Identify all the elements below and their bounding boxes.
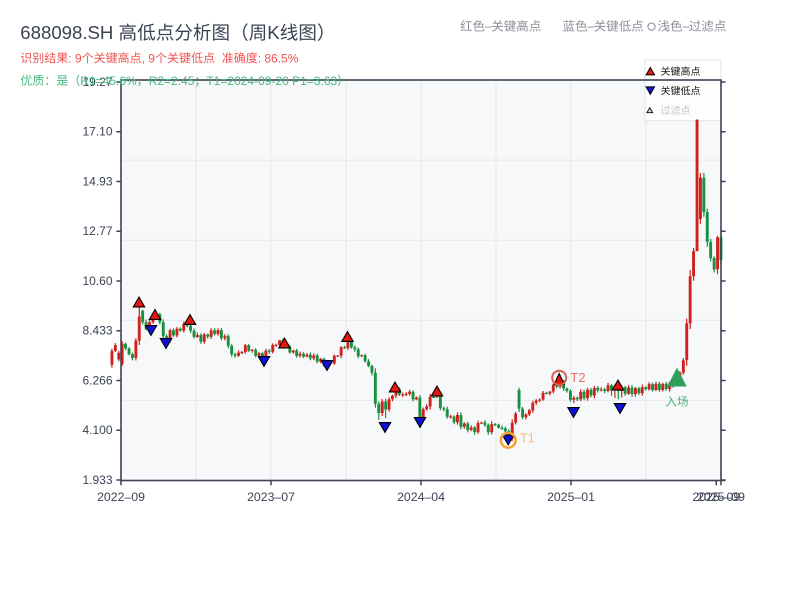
svg-text:R1=45.6%: R1=45.6% — [80, 74, 137, 88]
svg-text:R2=2.45: R2=2.45 — [149, 74, 195, 88]
svg-text:8.433: 8.433 — [82, 324, 112, 338]
svg-text:19.27: 19.27 — [82, 75, 112, 89]
svg-text:4.100: 4.100 — [82, 423, 112, 437]
svg-text:2025–01: 2025–01 — [547, 490, 595, 504]
svg-text:2025–09: 2025–09 — [697, 490, 745, 504]
svg-text:T1=2024-09-20 P1=3.63: T1=2024-09-20 P1=3.63 — [206, 74, 337, 88]
svg-text:1.933: 1.933 — [82, 473, 112, 487]
svg-text:–: – — [588, 20, 595, 34]
svg-text:10.60: 10.60 — [82, 274, 112, 288]
svg-text:2023–07: 2023–07 — [247, 490, 295, 504]
svg-text:–: – — [683, 20, 690, 34]
svg-text:T2: T2 — [570, 370, 585, 385]
svg-text:K: K — [267, 22, 280, 43]
svg-text:6.266: 6.266 — [82, 373, 112, 387]
svg-text:–: – — [485, 20, 492, 34]
svg-text:14.93: 14.93 — [82, 174, 112, 188]
svg-text:12.77: 12.77 — [82, 224, 112, 238]
svg-text:, 9: , 9 — [142, 51, 156, 65]
svg-text:2025–09: 2025–09 — [692, 490, 740, 504]
svg-text:: 9: : 9 — [68, 51, 82, 65]
svg-text:T1: T1 — [520, 432, 535, 446]
svg-text:17.10: 17.10 — [82, 125, 112, 139]
svg-text:2022–09: 2022–09 — [97, 490, 145, 504]
svg-text:688098.SH: 688098.SH — [20, 22, 113, 43]
svg-text:2024–04: 2024–04 — [397, 490, 445, 504]
svg-text:: 86.5%: : 86.5% — [258, 51, 299, 65]
